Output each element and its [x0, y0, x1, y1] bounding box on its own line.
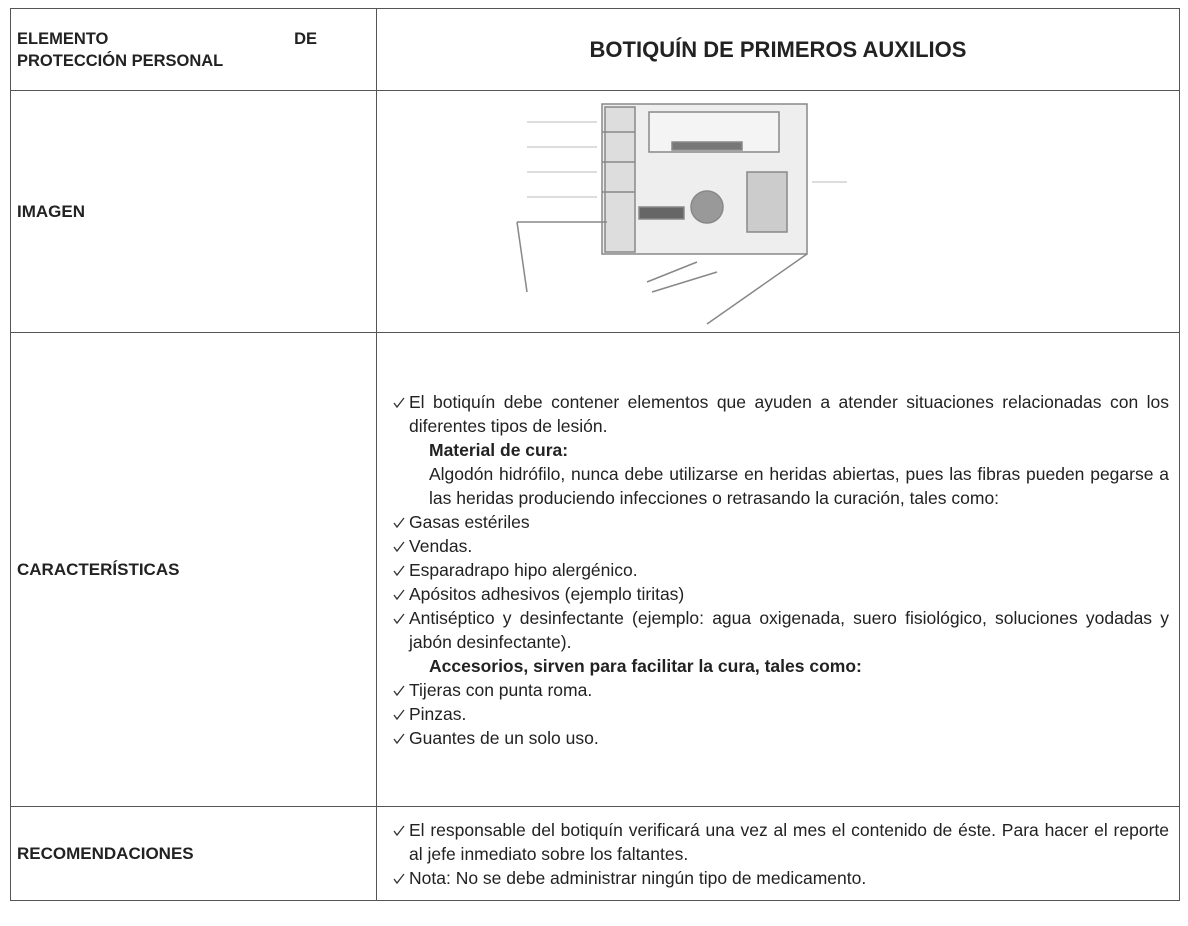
header-label-line: PROTECCIÓN PERSONAL — [17, 51, 224, 70]
item-text: Tijeras con punta roma. — [409, 679, 593, 700]
checkmark-stroke — [393, 733, 405, 744]
image-cell — [376, 90, 1180, 333]
row-label: RECOMENDACIONES — [10, 806, 377, 901]
checkmark — [393, 541, 405, 552]
recommendations-row: RECOMENDACIONES El responsable del botiq… — [10, 806, 1180, 901]
check-item: Vendas. — [391, 534, 1169, 558]
item-text: Esparadrapo hipo alergénico. — [409, 559, 638, 580]
item-text: Accesorios, sirven para facilitar la cur… — [429, 655, 862, 676]
checkmark — [393, 733, 405, 744]
checkmark-stroke — [393, 709, 405, 720]
paragraph: Algodón hidrófilo, nunca debe utilizarse… — [391, 462, 1169, 510]
item-text: Algodón hidrófilo, nunca debe utilizarse… — [429, 463, 1169, 508]
subheading: Accesorios, sirven para facilitar la cur… — [391, 654, 1169, 678]
check-item: El responsable del botiquín verificará u… — [391, 818, 1169, 866]
check-item: Tijeras con punta roma. — [391, 678, 1169, 702]
checkmark — [393, 565, 405, 576]
checkmark-stroke — [393, 517, 405, 528]
checkmark — [393, 589, 405, 600]
first-aid-kit-image — [516, 102, 847, 325]
checkmark — [393, 685, 405, 696]
content-cell: El responsable del botiquín verificará u… — [376, 806, 1180, 901]
image-row: IMAGEN — [10, 90, 1180, 333]
item-text: El responsable del botiquín verificará u… — [409, 819, 1169, 864]
row-label: IMAGEN — [10, 90, 377, 333]
checkmark-stroke — [393, 397, 405, 408]
checkmark — [393, 613, 405, 624]
item-text: Material de cura: — [429, 439, 569, 460]
check-item: Nota: No se debe administrar ningún tipo… — [391, 866, 1169, 890]
check-item: Antiséptico y desinfectante (ejemplo: ag… — [391, 606, 1169, 654]
checkmark-stroke — [393, 873, 405, 884]
header-title: BOTIQUÍN DE PRIMEROS AUXILIOS — [376, 8, 1180, 91]
check-item: Apósitos adhesivos (ejemplo tiritas) — [391, 582, 1169, 606]
checkmark-stroke — [393, 613, 405, 624]
check-item: Esparadrapo hipo alergénico. — [391, 558, 1169, 582]
row-label: CARACTERÍSTICAS — [10, 332, 377, 807]
header-label: ELEMENTO DE PROTECCIÓN PERSONAL — [17, 28, 317, 72]
item-text: Guantes de un solo uso. — [409, 727, 599, 748]
check-item: Guantes de un solo uso. — [391, 726, 1169, 750]
item-text: Apósitos adhesivos (ejemplo tiritas) — [409, 583, 685, 604]
content-cell: El botiquín debe contener elementos que … — [376, 332, 1180, 807]
header-row: ELEMENTO DE PROTECCIÓN PERSONAL BOTIQUÍN… — [10, 8, 1180, 91]
item-text: Antiséptico y desinfectante (ejemplo: ag… — [409, 607, 1169, 652]
checkmark-stroke — [393, 685, 405, 696]
checkmark-stroke — [393, 565, 405, 576]
ppe-table: ELEMENTO DE PROTECCIÓN PERSONAL BOTIQUÍN… — [10, 8, 1180, 901]
item-text: El botiquín debe contener elementos que … — [409, 391, 1169, 436]
checkmark — [393, 825, 405, 836]
subheading: Material de cura: — [391, 438, 1169, 462]
check-item: Gasas estériles — [391, 510, 1169, 534]
checkmark-stroke — [393, 541, 405, 552]
checkmark — [393, 709, 405, 720]
checkmark — [393, 397, 405, 408]
check-item: Pinzas. — [391, 702, 1169, 726]
checkmark-stroke — [393, 825, 405, 836]
checkmark — [393, 873, 405, 884]
item-text: Gasas estériles — [409, 511, 530, 532]
checkmark — [393, 517, 405, 528]
item-text: Nota: No se debe administrar ningún tipo… — [409, 867, 867, 888]
header-label-line: ELEMENTO DE — [17, 29, 317, 48]
item-text: Vendas. — [409, 535, 473, 556]
header-label-cell: ELEMENTO DE PROTECCIÓN PERSONAL — [10, 8, 377, 91]
characteristics-row: CARACTERÍSTICAS El botiquín debe contene… — [10, 332, 1180, 807]
check-item: El botiquín debe contener elementos que … — [391, 390, 1169, 438]
item-text: Pinzas. — [409, 703, 467, 724]
checkmark-stroke — [393, 589, 405, 600]
